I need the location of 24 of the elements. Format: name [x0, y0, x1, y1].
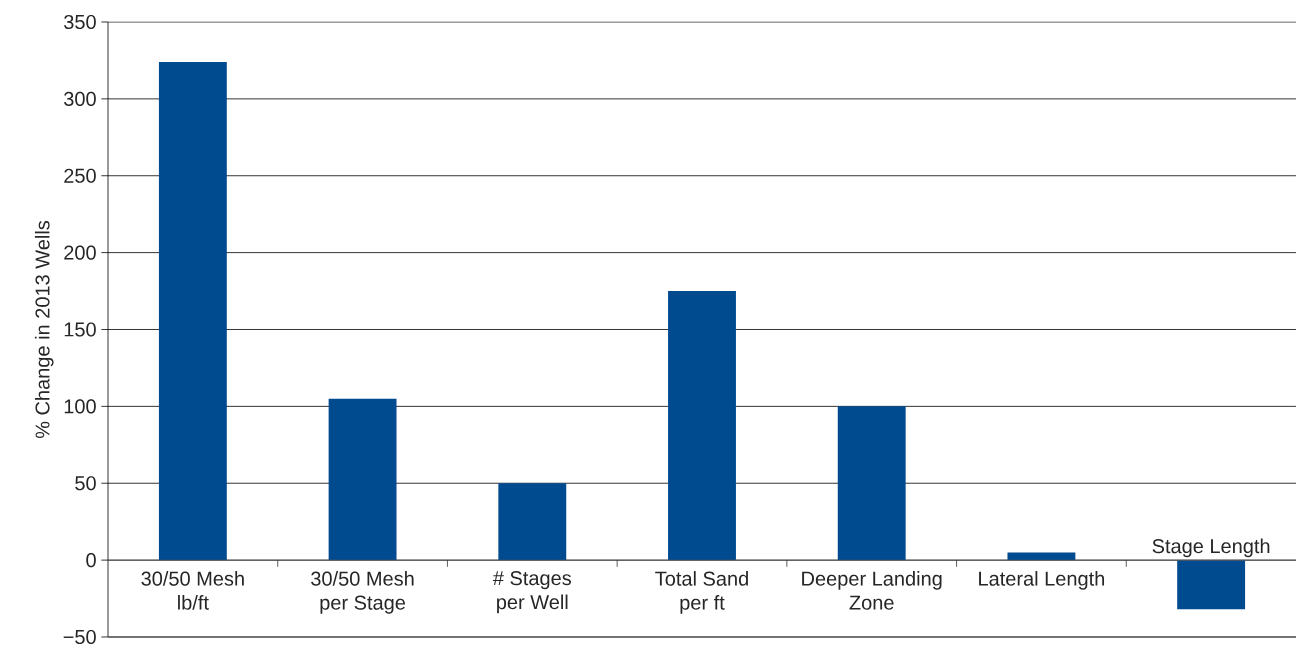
y-tick-label: −50 — [63, 629, 96, 645]
x-tick-label: Deeper Landing Zone — [802, 571, 942, 610]
bar — [158, 61, 227, 561]
y-tick-label: 250 — [64, 168, 96, 183]
y-axis-title: % Change in 2013 Wells — [34, 220, 54, 439]
y-tick-label: 100 — [64, 399, 96, 414]
y-tick-label: 200 — [64, 245, 96, 260]
bar — [837, 406, 906, 561]
y-tick-label: 300 — [64, 91, 96, 106]
x-tick-label: 30/50 Mesh lb/ft — [141, 571, 244, 610]
y-tick-label: 150 — [64, 322, 96, 337]
x-tick-label: 30/50 Mesh per Stage — [311, 571, 414, 614]
bar — [1007, 552, 1076, 561]
y-tick-label: 0 — [86, 553, 96, 568]
x-tick-label: Total Sand per ft — [655, 571, 748, 614]
bar — [498, 483, 567, 561]
bar — [328, 398, 397, 561]
bar — [1177, 560, 1246, 610]
x-tick-label: # Stages per Well — [492, 571, 571, 614]
bar — [668, 291, 736, 561]
y-tick-label: 50 — [75, 476, 96, 491]
x-tick-label: Stage Length — [1152, 538, 1270, 558]
y-tick-label: 350 — [64, 14, 96, 30]
x-tick-label: Lateral Length — [979, 571, 1105, 590]
